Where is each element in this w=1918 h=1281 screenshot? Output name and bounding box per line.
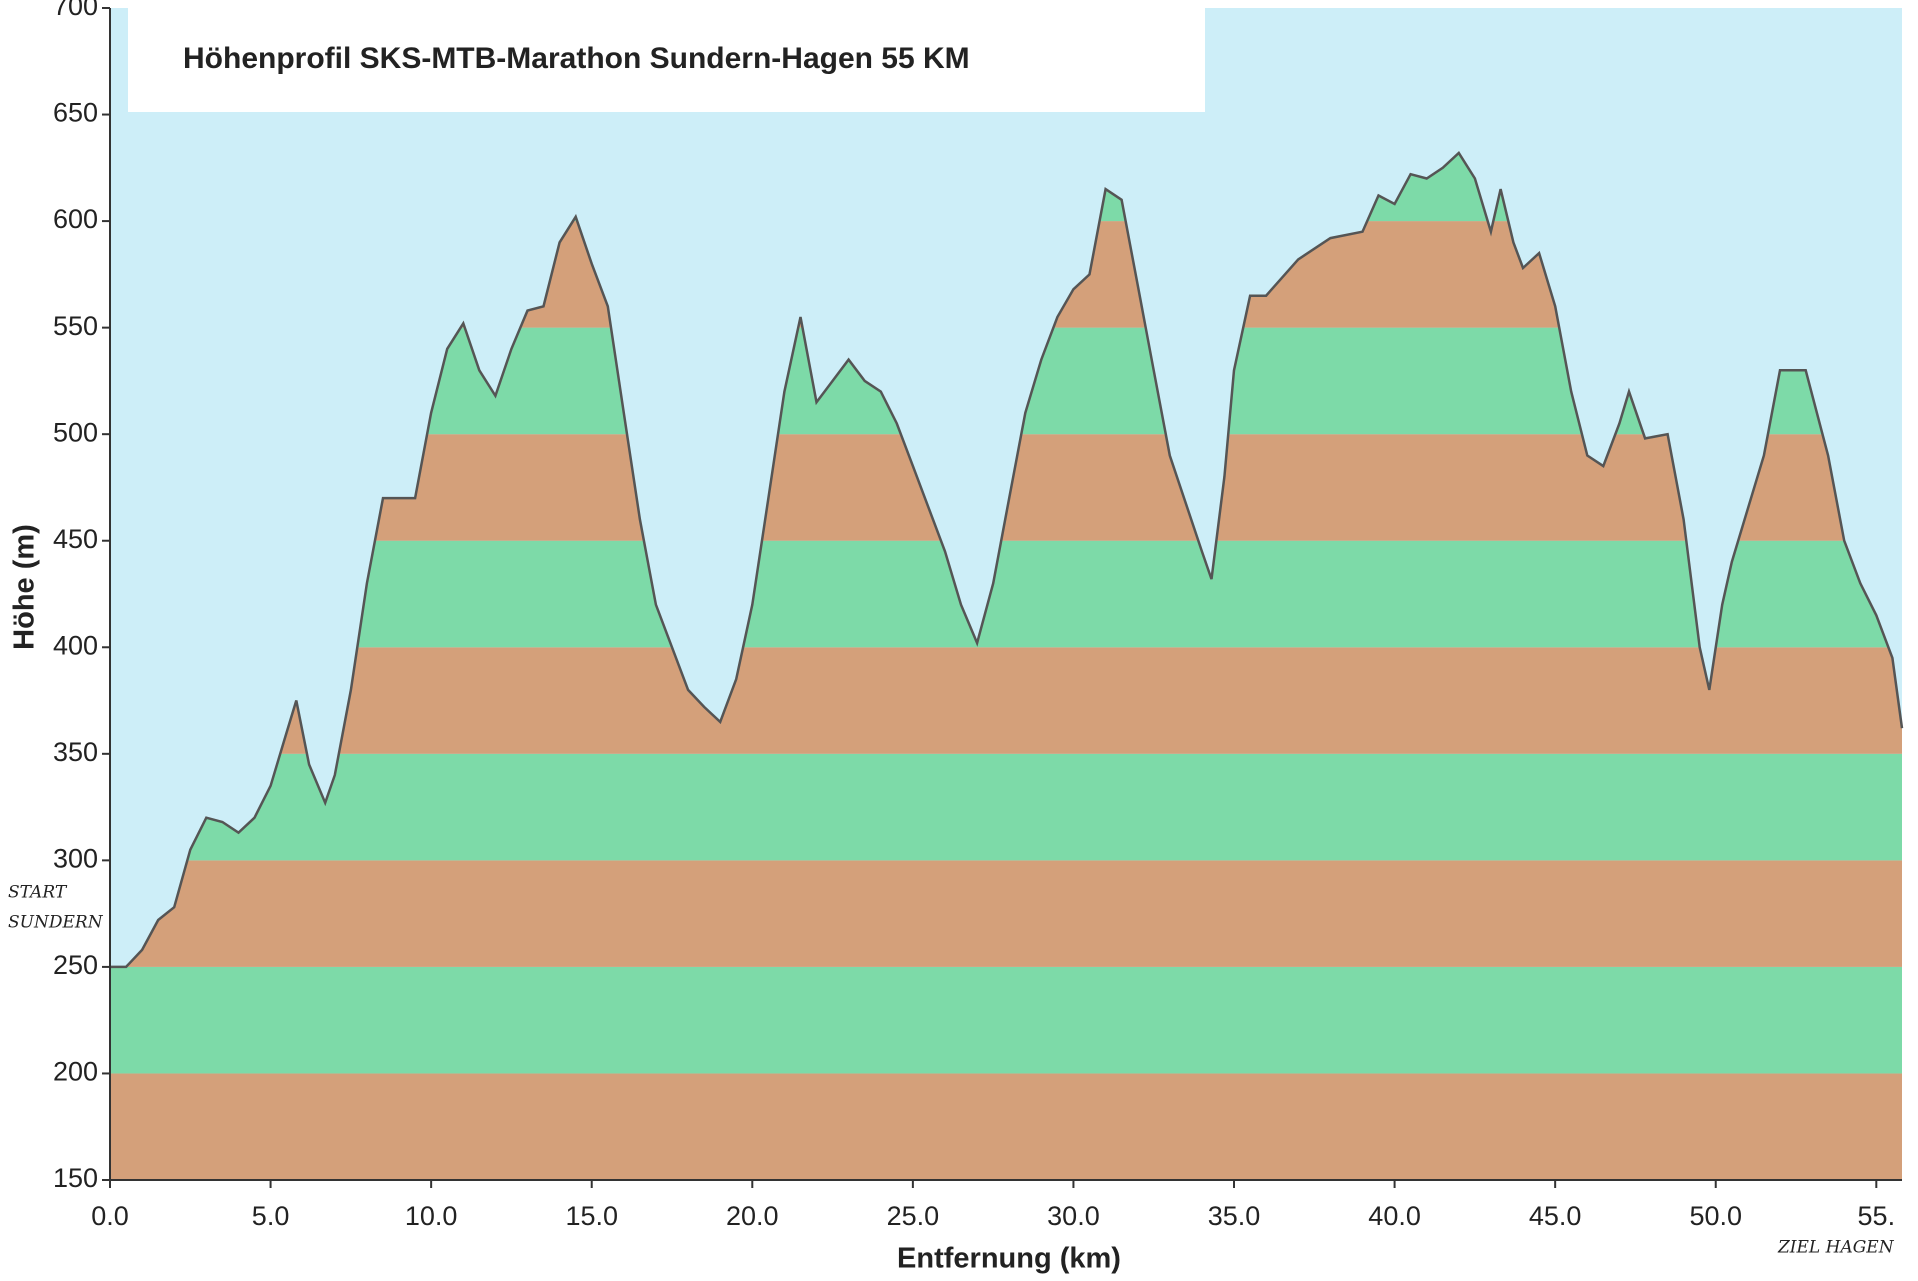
- x-tick-label: 55.: [1858, 1201, 1896, 1231]
- x-tick-label: 35.0: [1208, 1201, 1261, 1231]
- plot-area: 150 200 250 300 350 400 450 500 550 600 650 700 0.0 5…: [53, 0, 1904, 1231]
- x-tick-label: 10.0: [405, 1201, 458, 1231]
- y-tick-label: 350: [53, 737, 98, 767]
- title-box: [128, 6, 1205, 112]
- x-tick-label: 30.0: [1047, 1201, 1100, 1231]
- x-tick-label: 15.0: [565, 1201, 618, 1231]
- y-tick-label: 250: [53, 950, 98, 980]
- x-tick-label: 5.0: [252, 1201, 290, 1231]
- y-tick-label: 500: [53, 417, 98, 447]
- start-annotation: SUNDERN: [8, 913, 104, 933]
- elevation-band: [110, 647, 1902, 754]
- x-tick-label: 40.0: [1368, 1201, 1421, 1231]
- elevation-band: [110, 540, 1902, 648]
- x-tick-label: 20.0: [726, 1201, 779, 1231]
- elevation-band: [110, 1073, 1902, 1180]
- y-tick-label: 450: [53, 524, 98, 554]
- finish-annotation: ZIEL HAGEN: [1777, 1238, 1895, 1258]
- x-axis-label: Entfernung (km): [897, 1243, 1121, 1275]
- elevation-band: [110, 753, 1902, 861]
- y-tick-label: 700: [53, 0, 98, 21]
- start-annotation: START: [8, 883, 68, 903]
- x-tick-label: 50.0: [1689, 1201, 1742, 1231]
- elevation-band: [110, 860, 1902, 967]
- y-tick-label: 150: [53, 1163, 98, 1193]
- y-tick-label: 400: [53, 630, 98, 660]
- y-tick-label: 550: [53, 311, 98, 341]
- y-axis-label: Höhe (m): [9, 524, 41, 650]
- elevation-band: [110, 966, 1902, 1074]
- x-tick-label: 45.0: [1529, 1201, 1582, 1231]
- x-tick-label: 0.0: [91, 1201, 129, 1231]
- elevation-line: [110, 150, 1904, 969]
- y-tick-label: 200: [53, 1057, 98, 1087]
- y-tick-label: 300: [53, 843, 98, 873]
- chart-title: Höhenprofil SKS-MTB-Marathon Sundern-Hag…: [183, 42, 970, 75]
- y-tick-label: 650: [53, 98, 98, 128]
- y-tick-label: 600: [53, 204, 98, 234]
- x-tick-label: 25.0: [887, 1201, 940, 1231]
